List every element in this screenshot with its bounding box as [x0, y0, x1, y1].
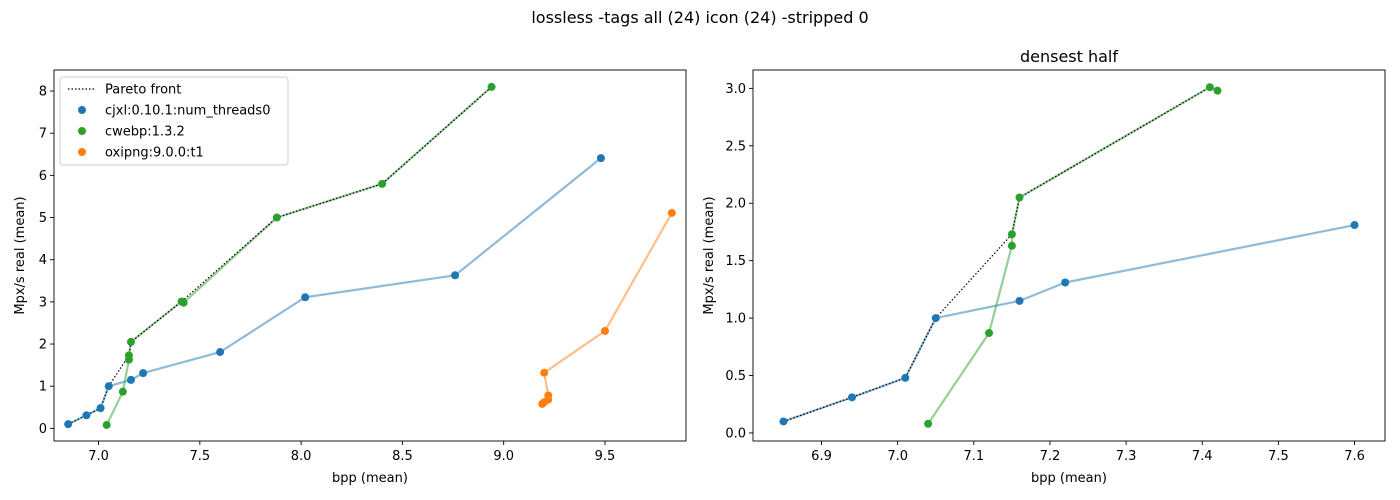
y-tick-label: 1.5 — [725, 254, 746, 269]
legend-swatch-oxipng — [78, 148, 86, 156]
x-tick-label: 8.0 — [291, 449, 312, 464]
chart-right-panel: 6.9 7.0 7.1 7.2 7.3 7.4 7.5 7.6 0.0 0.5 1.0 1.5 2.0 2… — [702, 47, 1386, 486]
y-tick-label: 7 — [39, 127, 47, 142]
y-tick-label: 1 — [39, 380, 47, 395]
data-point-cwebp — [118, 387, 127, 396]
data-point-cjxl — [596, 154, 605, 163]
data-point-cjxl — [64, 420, 73, 429]
pareto-front-line — [783, 86, 1211, 423]
data-point-cwebp — [1015, 193, 1024, 202]
legend-label-cjxl: cjxl:0.10.1:num_threads0 — [105, 104, 270, 119]
axes-frame — [752, 69, 1386, 442]
data-point-cjxl — [104, 382, 113, 391]
data-point-cjxl — [1015, 296, 1024, 305]
x-tick-label: 6.9 — [811, 449, 832, 464]
x-axis-label: bpp (mean) — [1031, 471, 1107, 486]
y-tick-label: 5 — [39, 211, 47, 226]
x-tick-label: 7.2 — [1040, 449, 1061, 464]
data-point-oxipng — [540, 368, 549, 377]
y-tick-label: 3 — [39, 295, 47, 310]
data-point-cwebp — [1007, 241, 1016, 250]
legend-label-oxipng: oxipng:9.0.0:t1 — [105, 146, 204, 161]
data-point-cwebp — [378, 179, 387, 188]
y-tick-label: 3.0 — [725, 82, 746, 97]
x-axis-label: bpp (mean) — [332, 471, 408, 486]
x-tick-label: 7.0 — [88, 449, 109, 464]
x-tick-label: 9.0 — [493, 449, 514, 464]
legend-pareto-label: Pareto front — [105, 83, 181, 98]
y-tick-label: 0.5 — [725, 369, 746, 384]
x-tick-label: 7.6 — [1344, 449, 1365, 464]
data-point-cjxl — [126, 375, 135, 384]
data-point-cjxl — [82, 411, 91, 420]
data-point-cjxl — [931, 314, 940, 323]
legend-box — [59, 76, 289, 166]
data-point-cwebp — [102, 420, 111, 429]
data-point-cjxl — [1350, 221, 1359, 230]
y-tick-label: 6 — [39, 169, 47, 184]
data-point-cwebp — [124, 351, 133, 360]
data-point-cjxl — [139, 369, 148, 378]
data-point-cjxl — [96, 404, 105, 413]
y-axis-label: Mpx/s real (mean) — [13, 196, 28, 314]
data-point-cjxl — [451, 271, 460, 280]
series-line-oxipng — [541, 212, 673, 405]
data-point-oxipng — [544, 391, 553, 400]
legend-label-cwebp: cwebp:1.3.2 — [105, 125, 185, 140]
data-point-cwebp — [1007, 230, 1016, 239]
pareto-front-line — [67, 86, 492, 425]
y-tick-label: 8 — [39, 85, 47, 100]
data-point-cjxl — [301, 293, 310, 302]
chart-left-panel: 7.0 7.5 8.0 8.5 9.0 9.5 0 1 2 3 4 5 6 7 8 bpp (mean) Mpx… — [13, 69, 687, 486]
x-tick-label: 7.3 — [1116, 449, 1137, 464]
x-tick-label: 8.5 — [392, 449, 413, 464]
data-point-cjxl — [779, 417, 788, 426]
figure-title: lossless -tags all (24) icon (24) -strip… — [531, 8, 868, 27]
y-tick-label: 0.0 — [725, 426, 746, 441]
data-point-cwebp — [179, 298, 188, 307]
legend-swatch-cwebp — [78, 127, 86, 135]
y-tick-label: 2 — [39, 338, 47, 353]
y-tick-label: 2.5 — [725, 139, 746, 154]
data-point-cwebp — [272, 213, 281, 222]
data-point-oxipng — [667, 208, 676, 217]
x-tick-label: 9.5 — [595, 449, 616, 464]
y-tick-label: 4 — [39, 253, 47, 268]
data-point-cwebp — [985, 329, 994, 338]
data-point-oxipng — [600, 326, 609, 335]
panel-title: densest half — [1020, 47, 1118, 66]
y-axis-label: Mpx/s real (mean) — [702, 196, 717, 314]
x-tick-label: 7.4 — [1192, 449, 1213, 464]
y-tick-label: 2.0 — [725, 197, 746, 212]
data-point-cwebp — [1205, 83, 1214, 92]
x-tick-label: 7.5 — [1268, 449, 1289, 464]
data-point-cjxl — [1061, 278, 1070, 287]
x-tick-label: 7.0 — [887, 449, 908, 464]
data-point-cwebp — [1213, 86, 1222, 95]
x-tick-label: 7.5 — [190, 449, 211, 464]
y-tick-label: 1.0 — [725, 312, 746, 327]
data-point-cwebp — [487, 82, 496, 91]
axes-frame — [53, 69, 687, 442]
y-tick-label: 0 — [39, 422, 47, 437]
legend-swatch-cjxl — [78, 106, 86, 114]
data-point-cjxl — [847, 393, 856, 402]
data-point-cjxl — [901, 373, 910, 382]
data-point-cwebp — [924, 419, 933, 428]
x-tick-label: 7.1 — [963, 449, 984, 464]
data-point-cwebp — [126, 337, 135, 346]
legend: Pareto front cjxl:0.10.1:num_threads0cweb… — [59, 76, 289, 166]
series-line-cjxl — [783, 223, 1355, 423]
series-line-cwebp — [927, 86, 1218, 425]
data-point-cjxl — [216, 348, 225, 357]
